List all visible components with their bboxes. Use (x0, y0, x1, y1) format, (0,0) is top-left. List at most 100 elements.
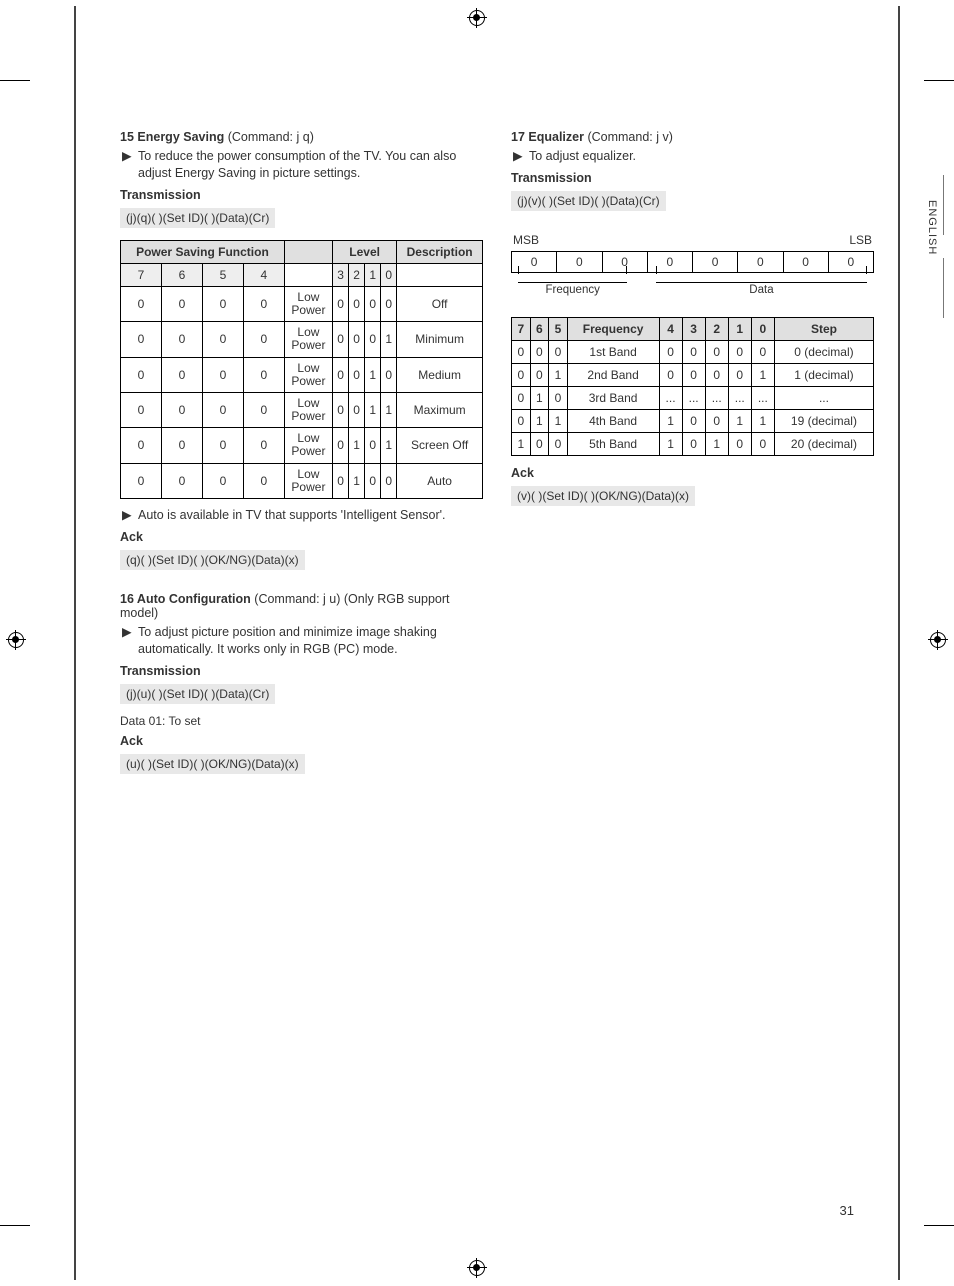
table-cell: 0 (349, 392, 365, 427)
table-header: 7 (512, 317, 531, 340)
table-cell: ... (774, 386, 873, 409)
table-bit-header (284, 263, 332, 286)
table-cell: 0 (549, 340, 568, 363)
table-cell: 0 (121, 428, 162, 463)
table-bit-header: 0 (381, 263, 397, 286)
ack-label: Ack (511, 466, 874, 480)
page-content: 15 Energy Saving (Command: j q) ▶ To red… (120, 120, 874, 1176)
equalizer-table: 765Frequency43210Step 0001st Band000000 … (511, 317, 874, 456)
table-cell: 19 (decimal) (774, 409, 873, 432)
table-cell: 0 (333, 463, 349, 498)
table-cell: ... (728, 386, 751, 409)
table-cell: 1 (512, 432, 531, 455)
table-cell: LowPower (284, 392, 332, 427)
section-title-text: Equalizer (528, 130, 584, 144)
registration-mark (467, 8, 487, 28)
table-cell: 1 (751, 363, 774, 386)
table-cell: 0 (512, 386, 531, 409)
table-cell: 1st Band (567, 340, 659, 363)
power-saving-table: Power Saving Function Level Description … (120, 240, 483, 499)
table-cell: 2nd Band (567, 363, 659, 386)
table-cell: 0 (512, 409, 531, 432)
transmission-label: Transmission (120, 664, 483, 678)
triangle-icon: ▶ (122, 148, 132, 165)
byte-cell: 0 (738, 251, 783, 273)
side-language-tab: ENGLISH (926, 200, 938, 255)
table-cell: 0 (349, 322, 365, 357)
table-cell: 1 (549, 409, 568, 432)
table-cell: 1 (365, 357, 381, 392)
table-bit-header: 7 (121, 263, 162, 286)
crop-mark (0, 1225, 30, 1226)
table-header: 4 (659, 317, 682, 340)
byte-row: 00000000 (511, 251, 874, 273)
table-cell: 0 (682, 363, 705, 386)
table-header (284, 240, 332, 263)
ack-code: (q)( )(Set ID)( )(OK/NG)(Data)(x) (120, 550, 305, 570)
table-cell: 1 (530, 386, 549, 409)
table-cell: 0 (682, 409, 705, 432)
table-cell: Medium (397, 357, 483, 392)
table-cell: 0 (530, 363, 549, 386)
table-cell: ... (682, 386, 705, 409)
crop-mark (924, 80, 954, 81)
table-cell: 0 (365, 286, 381, 321)
byte-cell: 0 (784, 251, 829, 273)
table-header: Level (333, 240, 397, 263)
table-cell: 0 (381, 463, 397, 498)
section-16-heading: 16 Auto Configuration (Command: j u) (On… (120, 592, 483, 620)
table-cell: LowPower (284, 357, 332, 392)
page-trim-left (74, 6, 76, 1280)
table-cell: 0 (161, 286, 202, 321)
crop-mark (0, 80, 30, 81)
table-cell: 3rd Band (567, 386, 659, 409)
table-cell: LowPower (284, 463, 332, 498)
table-cell: Off (397, 286, 483, 321)
table-cell: 0 (530, 432, 549, 455)
table-cell: Minimum (397, 322, 483, 357)
table-cell: 1 (549, 363, 568, 386)
table-cell: LowPower (284, 286, 332, 321)
ack-code: (u)( )(Set ID)( )(OK/NG)(Data)(x) (120, 754, 305, 774)
table-cell: 0 (728, 432, 751, 455)
table-cell: 0 (349, 286, 365, 321)
table-cell: 1 (381, 428, 397, 463)
table-cell: 0 (121, 357, 162, 392)
table-cell: 1 (349, 428, 365, 463)
table-cell: 0 (243, 463, 284, 498)
table-cell: 1 (705, 432, 728, 455)
section-number: 15 (120, 130, 134, 144)
triangle-icon: ▶ (513, 148, 523, 165)
bracket-freq-label: Frequency (544, 284, 602, 296)
section-15-note: ▶ Auto is available in TV that supports … (138, 507, 483, 524)
table-cell: 0 (243, 357, 284, 392)
table-cell: 1 (365, 392, 381, 427)
msb-label: MSB (513, 233, 539, 247)
desc-text: To adjust picture position and minimize … (138, 625, 437, 656)
section-17-heading: 17 Equalizer (Command: j v) (511, 130, 874, 144)
table-cell: 0 (512, 363, 531, 386)
desc-text: To reduce the power consumption of the T… (138, 149, 456, 180)
table-cell: 0 (365, 428, 381, 463)
right-column: 17 Equalizer (Command: j v) ▶ To adjust … (511, 120, 874, 1176)
section-number: 16 (120, 592, 134, 606)
table-cell: 1 (decimal) (774, 363, 873, 386)
table-cell: 0 (202, 463, 243, 498)
table-cell: 0 (381, 357, 397, 392)
table-cell: 0 (549, 386, 568, 409)
table-cell: 1 (530, 409, 549, 432)
table-header: Description (397, 240, 483, 263)
table-cell: 0 (161, 357, 202, 392)
table-header: 6 (530, 317, 549, 340)
table-cell: 0 (243, 392, 284, 427)
byte-cell: 0 (693, 251, 738, 273)
table-cell: 1 (381, 392, 397, 427)
page-number: 31 (840, 1203, 854, 1218)
table-cell: 0 (243, 286, 284, 321)
table-cell: 0 (659, 363, 682, 386)
table-cell: 0 (202, 392, 243, 427)
registration-mark (6, 630, 26, 650)
table-cell: 0 (121, 463, 162, 498)
table-cell: 0 (705, 340, 728, 363)
byte-cell: 0 (557, 251, 602, 273)
